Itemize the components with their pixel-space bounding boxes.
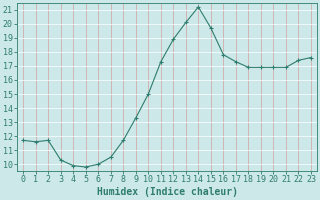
X-axis label: Humidex (Indice chaleur): Humidex (Indice chaleur) bbox=[97, 187, 237, 197]
